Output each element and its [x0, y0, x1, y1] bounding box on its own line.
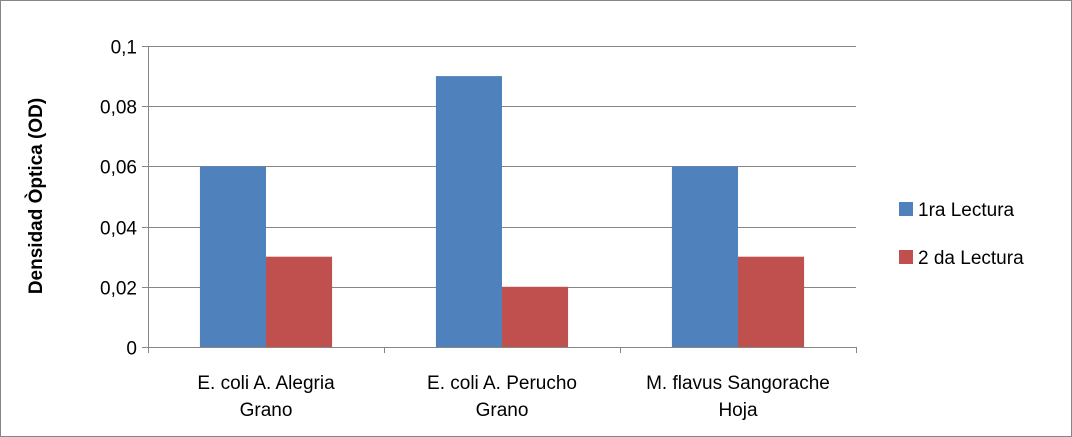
legend-swatch — [899, 250, 913, 264]
y-tick-label: 0,02 — [100, 279, 137, 300]
legend: 1ra Lectura 2 da Lectura — [899, 200, 1024, 269]
bar-2-3 — [738, 256, 805, 347]
bar-1-2 — [435, 76, 502, 347]
y-tick-labels: 0 0,02 0,04 0,06 0,08 0,1 — [100, 38, 137, 360]
legend-label: 1ra Lectura — [918, 200, 1015, 221]
x-category-labels: E. coli A. Alegria Grano E. coli A. Peruch… — [197, 373, 830, 421]
y-tick-label: 0,04 — [100, 219, 137, 240]
bar-1-3 — [671, 166, 738, 347]
x-category-label: E. coli A. Alegria Grano — [197, 373, 335, 421]
bar-1-1 — [199, 166, 266, 347]
bar-2-2 — [502, 286, 569, 347]
y-tick-label: 0,08 — [100, 98, 137, 119]
x-category-label: M. flavus Sangorache Hoja — [646, 373, 830, 421]
legend-label: 2 da Lectura — [918, 248, 1024, 269]
y-tick-label: 0,1 — [111, 38, 137, 59]
bars — [199, 76, 805, 347]
legend-swatch — [899, 202, 913, 216]
bar-2-1 — [266, 256, 333, 347]
x-category-label: E. coli A. Perucho Grano — [427, 373, 577, 421]
y-tick-label: 0,06 — [100, 158, 137, 179]
axes — [142, 46, 857, 353]
y-tick-label: 0 — [126, 339, 137, 360]
y-axis-title: Densidad Òptica (OD) — [25, 98, 47, 294]
